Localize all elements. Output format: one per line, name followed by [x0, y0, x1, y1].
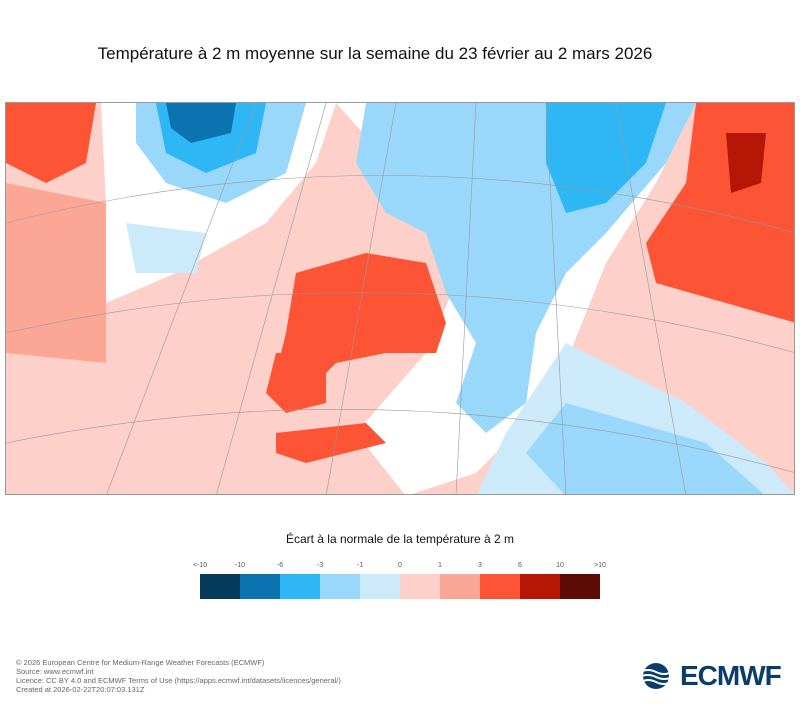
anomaly-region-darkred-russia — [726, 133, 766, 193]
legend-tick: >10 — [594, 562, 606, 569]
anomaly-region-blue-med — [526, 403, 764, 494]
legend-tick: 1 — [438, 562, 442, 569]
anomaly-region-red-iberia — [266, 353, 326, 413]
legend-tick: 3 — [478, 562, 482, 569]
source-text: Source: www.ecmwf.int — [16, 667, 94, 676]
legend-swatch — [440, 574, 480, 599]
legend-color-bar — [200, 574, 600, 599]
legend-swatch — [480, 574, 520, 599]
temperature-anomaly-map — [5, 102, 795, 495]
legend-swatch — [280, 574, 320, 599]
copyright-text: © 2026 European Centre for Medium-Range … — [16, 658, 265, 667]
created-text: Created at 2026-02-22T20:07:03.131Z — [16, 685, 145, 694]
legend-tick: -1 — [356, 562, 364, 569]
legend-swatch — [320, 574, 360, 599]
legend-swatch — [520, 574, 560, 599]
legend-swatch — [400, 574, 440, 599]
logo-text: ECMWF — [680, 660, 782, 691]
legend-swatch — [360, 574, 400, 599]
legend-tick: 0 — [398, 562, 402, 569]
legend-title: Écart à la normale de la température à 2… — [285, 532, 515, 546]
legend-tick: <-10 — [192, 562, 208, 569]
anomaly-region-darkblue — [166, 103, 236, 143]
anomaly-region-blue-scand — [546, 103, 666, 213]
anomaly-region-red-africa — [276, 423, 386, 463]
legend-swatch — [200, 574, 240, 599]
legend-tick: 6 — [518, 562, 522, 569]
legend-tick: -10 — [234, 562, 246, 569]
legend-swatch — [240, 574, 280, 599]
legend-tick: 10 — [556, 562, 564, 569]
licence-text: Licence: CC BY 4.0 and ECMWF Terms of Us… — [16, 676, 341, 685]
anomaly-region-red-greenland — [6, 103, 96, 183]
ecmwf-logo: ECMWF — [636, 660, 782, 692]
legend-swatch — [560, 574, 600, 599]
ecmwf-globe-icon — [638, 663, 674, 689]
color-legend: <-10 -10 -6 -3 -1 0 1 3 6 10 >10 — [193, 562, 606, 599]
map-canvas — [6, 103, 794, 494]
legend-ticks: <-10 -10 -6 -3 -1 0 1 3 6 10 >10 — [193, 562, 606, 572]
anomaly-region-salmon — [6, 183, 106, 363]
legend-tick: -3 — [316, 562, 324, 569]
graticule — [6, 103, 794, 494]
map-title: Température à 2 m moyenne sur la semaine… — [97, 44, 653, 63]
legend-tick: -6 — [276, 562, 284, 569]
anomaly-region-lightblue-atlantic — [126, 223, 206, 273]
footer: © 2026 European Centre for Medium-Range … — [16, 658, 341, 694]
